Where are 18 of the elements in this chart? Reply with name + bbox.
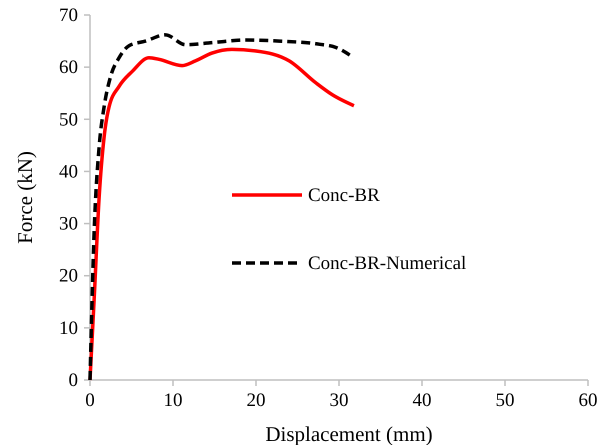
y-tick-label: 0 <box>68 370 78 391</box>
x-tick-label: 40 <box>412 390 432 411</box>
legend-label: Conc-BR-Numerical <box>308 253 466 274</box>
x-tick-label: 0 <box>85 390 95 411</box>
y-tick-label: 10 <box>59 318 78 339</box>
x-tick-label: 60 <box>578 390 598 411</box>
y-tick-label: 30 <box>59 214 78 235</box>
y-tick-label: 70 <box>59 5 78 26</box>
y-tick-label: 60 <box>59 57 78 78</box>
x-tick-label: 10 <box>164 390 182 411</box>
x-tick-label: 50 <box>496 390 514 411</box>
x-tick-label: 20 <box>246 390 266 411</box>
x-tick-label: 30 <box>330 390 348 411</box>
y-axis-title: Force (kN) <box>13 151 37 244</box>
y-tick-label: 20 <box>59 266 78 287</box>
y-tick-label: 40 <box>59 161 78 182</box>
y-tick-label: 50 <box>59 109 78 130</box>
legend-label: Conc-BR <box>308 185 380 206</box>
